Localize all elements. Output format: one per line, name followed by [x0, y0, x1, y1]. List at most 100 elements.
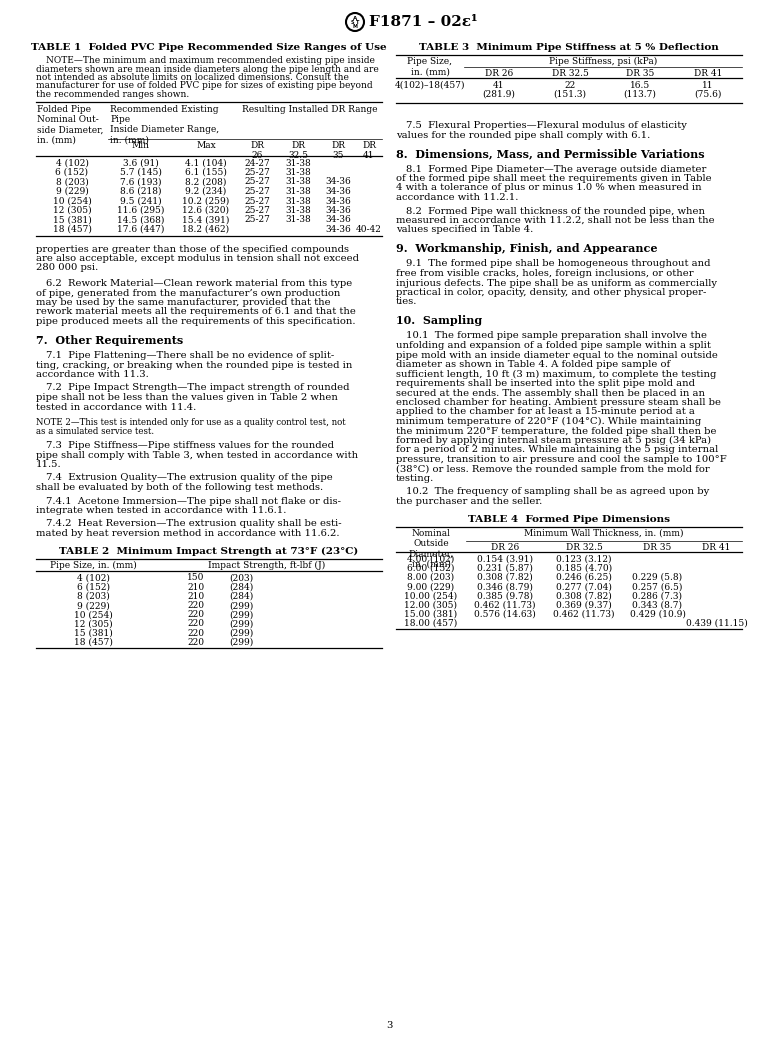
Text: 7.4  Extrusion Quality—The extrusion quality of the pipe: 7.4 Extrusion Quality—The extrusion qual…	[46, 474, 333, 482]
Text: 25-27: 25-27	[244, 206, 270, 215]
Text: F1871 – 02ε¹: F1871 – 02ε¹	[369, 15, 478, 29]
Text: 18 (457): 18 (457)	[74, 638, 113, 646]
Text: (299): (299)	[229, 619, 253, 629]
Text: 4.1 (104): 4.1 (104)	[185, 158, 227, 168]
Text: (299): (299)	[229, 638, 253, 646]
Text: 31-38: 31-38	[286, 178, 311, 186]
Text: (113.7): (113.7)	[623, 90, 657, 99]
Text: ting, cracking, or breaking when the rounded pipe is tested in: ting, cracking, or breaking when the rou…	[36, 360, 352, 370]
Text: 34-36: 34-36	[326, 197, 352, 205]
Text: 150: 150	[187, 574, 205, 583]
Text: Nominal
Outside
Diameter,
in. (mm): Nominal Outside Diameter, in. (mm)	[408, 529, 454, 568]
Text: 6.00 (152): 6.00 (152)	[408, 563, 454, 573]
Text: 40-42: 40-42	[356, 225, 382, 234]
Text: 0.462 (11.73): 0.462 (11.73)	[553, 610, 615, 618]
Text: 18 (457): 18 (457)	[53, 225, 92, 234]
Text: 3.6 (91): 3.6 (91)	[123, 158, 159, 168]
Text: are also acceptable, except modulus in tension shall not exceed: are also acceptable, except modulus in t…	[36, 254, 359, 263]
Text: manufacturer for use of folded PVC pipe for sizes of existing pipe beyond: manufacturer for use of folded PVC pipe …	[36, 81, 373, 91]
Text: 280 000 psi.: 280 000 psi.	[36, 263, 98, 273]
Text: 0.231 (5.87): 0.231 (5.87)	[477, 563, 533, 573]
Text: 10 (254): 10 (254)	[53, 197, 91, 205]
Text: (299): (299)	[229, 601, 253, 610]
Text: 34-36: 34-36	[326, 215, 352, 225]
Text: not intended as absolute limits on localized dimensions. Consult the: not intended as absolute limits on local…	[36, 73, 349, 82]
Text: mated by heat reversion method in accordance with 11.6.2.: mated by heat reversion method in accord…	[36, 529, 339, 538]
Text: 7.4.1  Acetone Immersion—The pipe shall not flake or dis-: 7.4.1 Acetone Immersion—The pipe shall n…	[46, 497, 341, 506]
Text: 4 (102): 4 (102)	[77, 574, 110, 583]
Text: sufficient length, 10 ft (3 m) maximum, to complete the testing: sufficient length, 10 ft (3 m) maximum, …	[396, 370, 717, 379]
Text: 31-38: 31-38	[286, 168, 311, 177]
Text: 9 (229): 9 (229)	[55, 187, 89, 196]
Text: 15.00 (381): 15.00 (381)	[405, 610, 457, 618]
Text: (151.3): (151.3)	[553, 90, 587, 99]
Text: values for the rounded pipe shall comply with 6.1.: values for the rounded pipe shall comply…	[396, 130, 650, 139]
Text: of the formed pipe shall meet the requirements given in Table: of the formed pipe shall meet the requir…	[396, 174, 712, 183]
Text: 11: 11	[703, 81, 713, 90]
Text: secured at the ends. The assembly shall then be placed in an: secured at the ends. The assembly shall …	[396, 388, 705, 398]
Text: pipe shall comply with Table 3, when tested in accordance with: pipe shall comply with Table 3, when tes…	[36, 451, 358, 459]
Text: DR
32.5: DR 32.5	[289, 141, 309, 160]
Text: 34-36: 34-36	[326, 187, 352, 196]
Text: tested in accordance with 11.4.: tested in accordance with 11.4.	[36, 403, 196, 411]
Text: integrate when tested in accordance with 11.6.1.: integrate when tested in accordance with…	[36, 506, 286, 515]
Text: applied to the chamber for at least a 15-minute period at a: applied to the chamber for at least a 15…	[396, 407, 695, 416]
Text: NOTE—The minimum and maximum recommended existing pipe inside: NOTE—The minimum and maximum recommended…	[46, 56, 375, 65]
Text: for a period of 2 minutes. While maintaining the 5 psig internal: for a period of 2 minutes. While maintai…	[396, 446, 718, 455]
Text: DR 26: DR 26	[485, 69, 513, 78]
Text: 0.286 (7.3): 0.286 (7.3)	[633, 591, 682, 601]
Text: 8.6 (218): 8.6 (218)	[121, 187, 162, 196]
Text: 24-27: 24-27	[244, 158, 270, 168]
Text: 11.5.: 11.5.	[36, 460, 61, 469]
Text: values specified in Table 4.: values specified in Table 4.	[396, 226, 533, 234]
Text: may be used by the same manufacturer, provided that the: may be used by the same manufacturer, pr…	[36, 298, 331, 307]
Text: measured in accordance with 11.2.2, shall not be less than the: measured in accordance with 11.2.2, shal…	[396, 215, 715, 225]
Text: A: A	[353, 17, 357, 22]
Text: 0.576 (14.63): 0.576 (14.63)	[474, 610, 536, 618]
Text: free from visible cracks, holes, foreign inclusions, or other: free from visible cracks, holes, foreign…	[396, 269, 694, 278]
Text: TABLE 3  Minimum Pipe Stiffness at 5 % Deflection: TABLE 3 Minimum Pipe Stiffness at 5 % De…	[419, 43, 719, 52]
Text: unfolding and expansion of a folded pipe sample within a split: unfolding and expansion of a folded pipe…	[396, 341, 711, 350]
Text: 25-27: 25-27	[244, 197, 270, 205]
Text: 7.2  Pipe Impact Strength—The impact strength of rounded: 7.2 Pipe Impact Strength—The impact stre…	[46, 383, 349, 392]
Text: 220: 220	[187, 619, 205, 629]
Text: 9.5 (241): 9.5 (241)	[120, 197, 162, 205]
Text: 4 with a tolerance of plus or minus 1.0 % when measured in: 4 with a tolerance of plus or minus 1.0 …	[396, 183, 702, 193]
Text: (284): (284)	[229, 583, 253, 591]
Text: 12.6 (320): 12.6 (320)	[183, 206, 230, 215]
Text: 0.154 (3.91): 0.154 (3.91)	[477, 555, 533, 563]
Text: the minimum 220°F temperature, the folded pipe shall then be: the minimum 220°F temperature, the folde…	[396, 427, 717, 435]
Text: 10.  Sampling: 10. Sampling	[396, 315, 482, 326]
Text: 10.2 (259): 10.2 (259)	[182, 197, 230, 205]
Text: the purchaser and the seller.: the purchaser and the seller.	[396, 497, 542, 506]
Text: pressure, transition to air pressure and cool the sample to 100°F: pressure, transition to air pressure and…	[396, 455, 727, 464]
Text: 34-36: 34-36	[326, 178, 352, 186]
Text: diameters shown are mean inside diameters along the pipe length and are: diameters shown are mean inside diameter…	[36, 65, 379, 74]
Text: pipe shall not be less than the values given in Table 2 when: pipe shall not be less than the values g…	[36, 393, 338, 402]
Text: as a simulated service test.: as a simulated service test.	[36, 427, 154, 435]
Text: 9.00 (229): 9.00 (229)	[408, 582, 454, 591]
Text: TABLE 2  Minimum Impact Strength at 73°F (23°C): TABLE 2 Minimum Impact Strength at 73°F …	[59, 547, 359, 556]
Text: 10.00 (254): 10.00 (254)	[405, 591, 457, 601]
Text: 12.00 (305): 12.00 (305)	[405, 601, 457, 609]
Text: minimum temperature of 220°F (104°C). While maintaining: minimum temperature of 220°F (104°C). Wh…	[396, 417, 701, 426]
Text: 5.7 (145): 5.7 (145)	[120, 168, 162, 177]
Text: 25-27: 25-27	[244, 215, 270, 225]
Text: Recommended Existing
Pipe
Inside Diameter Range,
in. (mm): Recommended Existing Pipe Inside Diamete…	[110, 104, 219, 145]
Text: 7.6 (193): 7.6 (193)	[121, 178, 162, 186]
Text: (281.9): (281.9)	[482, 90, 516, 99]
Text: 12 (305): 12 (305)	[53, 206, 91, 215]
Text: DR
41: DR 41	[362, 141, 376, 160]
Text: 6 (152): 6 (152)	[77, 583, 110, 591]
Text: 16.5: 16.5	[630, 81, 650, 90]
Text: 41: 41	[493, 81, 505, 90]
Text: 12 (305): 12 (305)	[74, 619, 113, 629]
Text: 0.462 (11.73): 0.462 (11.73)	[475, 601, 536, 609]
Text: the recommended ranges shown.: the recommended ranges shown.	[36, 90, 189, 99]
Text: DR 32.5: DR 32.5	[566, 542, 602, 552]
Text: 22: 22	[564, 81, 576, 90]
Text: M: M	[352, 24, 358, 28]
Text: 6.2  Rework Material—Clean rework material from this type: 6.2 Rework Material—Clean rework materia…	[46, 279, 352, 288]
Text: 4 (102): 4 (102)	[55, 158, 89, 168]
Text: 0.229 (5.8): 0.229 (5.8)	[633, 573, 682, 582]
